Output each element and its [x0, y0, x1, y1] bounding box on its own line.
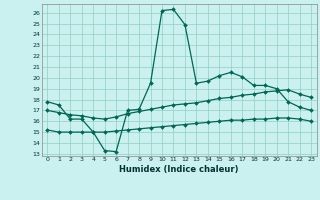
X-axis label: Humidex (Indice chaleur): Humidex (Indice chaleur) [119, 165, 239, 174]
